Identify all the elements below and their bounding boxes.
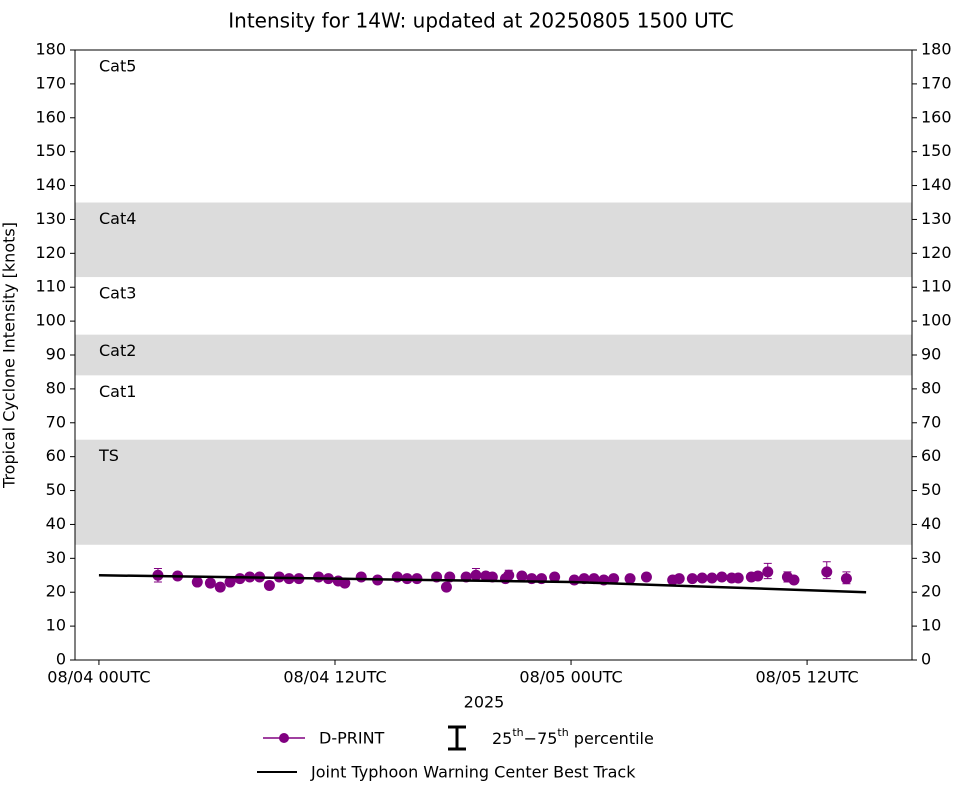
y-tick-label: 70	[46, 412, 66, 431]
y-tick-label: 50	[46, 480, 66, 499]
y-tick-label: 100	[35, 311, 66, 330]
data-point	[840, 573, 852, 585]
data-point	[568, 574, 580, 586]
y-tick-label: 150	[35, 141, 66, 160]
category-label: Cat5	[99, 57, 136, 76]
data-point	[549, 571, 561, 583]
category-label: Cat3	[99, 284, 136, 303]
y2-tick-label: 130	[921, 209, 952, 228]
y-tick-label: 30	[46, 548, 66, 567]
y-tick-label: 60	[46, 446, 66, 465]
y-axis-label: Tropical Cyclone Intensity [knots]	[0, 222, 19, 489]
data-point	[355, 571, 367, 583]
category-label: TS	[98, 446, 119, 465]
data-point	[204, 577, 216, 589]
y2-tick-label: 20	[921, 582, 941, 601]
x-tick-label: 08/05 12UTC	[755, 668, 858, 687]
y-tick-label: 140	[35, 175, 66, 194]
y-tick-label: 160	[35, 107, 66, 126]
data-point	[732, 572, 744, 584]
data-point	[503, 569, 515, 581]
data-point	[686, 573, 698, 585]
y2-tick-label: 60	[921, 446, 941, 465]
y2-tick-label: 10	[921, 616, 941, 635]
data-point	[624, 573, 636, 585]
x-tick-label: 08/05 00UTC	[519, 668, 622, 687]
y-tick-label: 90	[46, 345, 66, 364]
data-point	[762, 566, 774, 578]
data-point	[470, 569, 482, 581]
data-point	[640, 571, 652, 583]
data-point	[214, 581, 226, 593]
y-tick-label: 10	[46, 616, 66, 635]
category-label: Cat2	[99, 341, 136, 360]
legend-swatch	[279, 733, 289, 743]
chart-title: Intensity for 14W: updated at 20250805 1…	[228, 9, 733, 33]
data-point	[673, 573, 685, 585]
y2-tick-label: 70	[921, 412, 941, 431]
y2-tick-label: 160	[921, 107, 952, 126]
y2-tick-label: 40	[921, 514, 941, 533]
legend-label-part: −75	[524, 729, 558, 748]
y-tick-label: 20	[46, 582, 66, 601]
y-tick-label: 80	[46, 378, 66, 397]
y-tick-label: 110	[35, 277, 66, 296]
y-tick-label: 170	[35, 73, 66, 92]
y-tick-label: 120	[35, 243, 66, 262]
track-line	[98, 574, 867, 594]
y-tick-label: 180	[35, 40, 66, 59]
data-point	[608, 573, 620, 585]
data-point	[224, 576, 236, 588]
data-point	[821, 566, 833, 578]
category-band	[75, 202, 912, 278]
y2-tick-label: 100	[921, 311, 952, 330]
y-tick-label: 0	[56, 650, 66, 669]
data-point	[313, 571, 325, 583]
y2-tick-label: 170	[921, 73, 952, 92]
category-label: Cat4	[99, 209, 136, 228]
data-point	[706, 572, 718, 584]
legend-label-part: th	[557, 726, 568, 739]
legend-errorbar-icon	[448, 725, 466, 751]
legend-label-part: percentile	[569, 729, 654, 748]
data-point	[263, 579, 275, 591]
y2-tick-label: 150	[921, 141, 952, 160]
x-tick-label: 08/04 12UTC	[283, 668, 386, 687]
legend-label: D-PRINT	[319, 729, 385, 748]
data-point	[339, 577, 351, 589]
y2-tick-label: 90	[921, 345, 941, 364]
y2-tick-label: 80	[921, 378, 941, 397]
y2-tick-label: 120	[921, 243, 952, 262]
category-band	[75, 334, 912, 376]
y2-tick-label: 30	[921, 548, 941, 567]
data-point	[234, 573, 246, 585]
data-point	[191, 576, 203, 588]
legend-label: 25th−75th percentile	[492, 726, 654, 748]
data-point	[788, 574, 800, 586]
data-point	[588, 573, 600, 585]
legend-label-part: th	[512, 726, 523, 739]
x-axis-label: 2025	[464, 693, 505, 712]
y-tick-label: 130	[35, 209, 66, 228]
data-point	[516, 570, 528, 582]
data-point	[696, 572, 708, 584]
data-point	[716, 571, 728, 583]
y2-tick-label: 0	[921, 650, 931, 669]
y2-tick-label: 140	[921, 175, 952, 194]
x-tick-label: 08/04 00UTC	[47, 668, 150, 687]
category-label: Cat1	[99, 382, 136, 401]
data-point	[752, 570, 764, 582]
legend-label-part: 25	[492, 729, 512, 748]
y-tick-label: 40	[46, 514, 66, 533]
y2-tick-label: 110	[921, 277, 952, 296]
y2-tick-label: 180	[921, 40, 952, 59]
category-band	[75, 439, 912, 545]
legend-label: Joint Typhoon Warning Center Best Track	[310, 763, 636, 782]
y2-tick-label: 50	[921, 480, 941, 499]
data-point	[440, 581, 452, 593]
